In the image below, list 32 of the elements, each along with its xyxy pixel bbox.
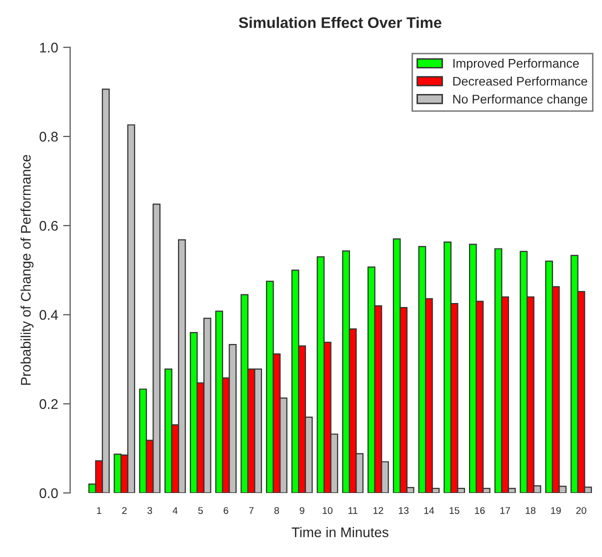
legend-label: No Performance change (453, 94, 588, 106)
legend-label: Improved Performance (453, 58, 579, 70)
y-axis-title: Probability of Change of Performance (20, 154, 34, 385)
x-tick-label: 1 (97, 507, 102, 514)
chart-title: Simulation Effect Over Time (238, 16, 442, 28)
y-tick-label: 0.0 (40, 488, 58, 498)
x-tick-label: 14 (424, 507, 434, 514)
x-tick-label: 16 (475, 507, 485, 514)
x-tick-label: 6 (224, 507, 228, 514)
x-tick-label: 9 (300, 507, 304, 514)
x-tick-label: 10 (322, 507, 332, 514)
y-tick-label: 0.6 (40, 220, 58, 231)
x-tick-label: 20 (576, 507, 586, 514)
x-tick-label: 2 (122, 507, 127, 514)
x-tick-label: 17 (500, 507, 510, 514)
x-tick-label: 18 (526, 507, 536, 514)
x-tick-label: 11 (348, 507, 358, 514)
x-tick-label: 3 (147, 507, 152, 514)
y-tick-label: 0.8 (40, 132, 58, 142)
y-tick-label: 0.4 (40, 310, 58, 320)
x-tick-label: 13 (398, 507, 409, 514)
x-tick-label: 15 (450, 507, 460, 514)
x-tick-label: 12 (374, 507, 384, 514)
x-tick-label: 8 (274, 507, 279, 514)
legend-label: Decreased Performance (453, 76, 588, 86)
x-axis-title: Time in Minutes (292, 527, 388, 538)
x-tick-label: 5 (198, 507, 203, 514)
y-tick-label: 0.2 (40, 399, 58, 409)
y-tick-label: 1.0 (40, 42, 58, 53)
x-tick-label: 7 (249, 507, 254, 514)
x-tick-label: 19 (551, 507, 561, 514)
x-tick-label: 4 (172, 507, 178, 514)
